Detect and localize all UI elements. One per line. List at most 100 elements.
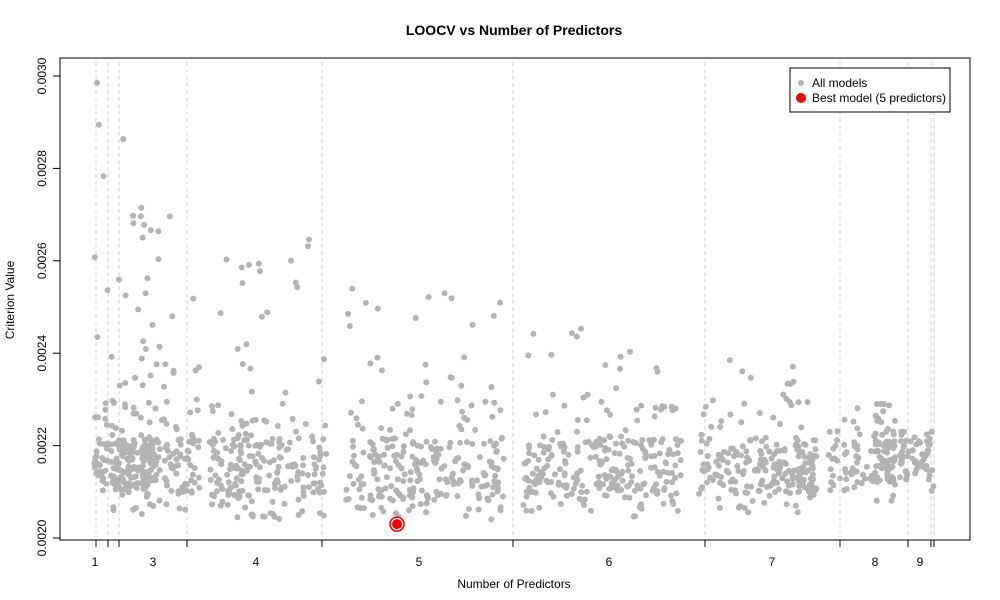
model-point bbox=[237, 443, 244, 450]
model-point bbox=[146, 434, 153, 441]
model-point bbox=[215, 476, 222, 483]
model-point bbox=[394, 400, 401, 407]
model-point bbox=[146, 419, 153, 426]
model-point bbox=[358, 481, 365, 488]
model-point bbox=[494, 488, 501, 495]
legend: All models Best model (5 predictors) bbox=[789, 67, 951, 113]
model-point bbox=[238, 471, 245, 478]
model-point bbox=[726, 357, 733, 364]
model-point bbox=[834, 457, 841, 464]
model-point bbox=[292, 463, 299, 469]
model-point bbox=[190, 295, 197, 302]
model-point bbox=[523, 474, 530, 481]
model-point bbox=[356, 486, 363, 493]
model-point bbox=[592, 453, 599, 460]
model-point bbox=[854, 405, 861, 412]
model-point bbox=[762, 467, 769, 474]
model-point bbox=[539, 471, 546, 477]
model-point bbox=[873, 497, 880, 504]
model-point bbox=[248, 511, 255, 518]
model-point bbox=[409, 503, 416, 509]
model-point bbox=[120, 437, 127, 444]
model-point bbox=[614, 482, 621, 489]
model-point bbox=[549, 391, 556, 398]
model-point bbox=[286, 439, 293, 446]
model-point bbox=[545, 456, 552, 463]
model-point bbox=[529, 470, 536, 477]
model-point bbox=[173, 456, 180, 463]
model-point bbox=[530, 330, 537, 337]
model-point bbox=[282, 389, 289, 396]
model-point bbox=[153, 471, 160, 478]
model-point bbox=[302, 421, 309, 427]
model-point bbox=[220, 436, 227, 443]
model-point bbox=[898, 431, 905, 438]
model-point bbox=[239, 361, 246, 368]
model-point bbox=[354, 421, 361, 428]
model-point bbox=[498, 435, 505, 442]
model-point bbox=[568, 491, 575, 497]
model-point bbox=[704, 466, 711, 473]
model-point bbox=[660, 468, 667, 475]
model-point bbox=[925, 448, 932, 455]
model-point bbox=[116, 276, 122, 283]
model-point bbox=[523, 488, 530, 495]
model-point bbox=[639, 437, 646, 444]
model-point bbox=[91, 254, 98, 261]
model-point bbox=[450, 478, 457, 485]
model-point bbox=[492, 473, 499, 479]
model-point bbox=[747, 437, 754, 444]
model-point bbox=[604, 407, 610, 414]
model-point bbox=[119, 491, 126, 498]
model-point bbox=[135, 306, 142, 313]
model-point bbox=[717, 423, 724, 430]
model-point bbox=[125, 471, 132, 478]
model-point bbox=[775, 470, 782, 477]
model-point bbox=[422, 361, 429, 368]
y-tick-label: 0.0030 bbox=[35, 57, 49, 94]
model-point bbox=[383, 474, 390, 481]
model-point bbox=[916, 438, 923, 445]
model-point bbox=[632, 513, 639, 520]
model-point bbox=[224, 501, 231, 508]
model-point bbox=[358, 494, 365, 501]
model-point bbox=[536, 504, 543, 511]
model-point bbox=[543, 477, 550, 484]
model-point bbox=[214, 488, 220, 495]
model-point bbox=[242, 430, 249, 437]
model-point bbox=[196, 364, 202, 371]
model-point bbox=[454, 493, 461, 500]
model-point bbox=[902, 468, 909, 475]
model-point bbox=[880, 408, 887, 415]
model-point bbox=[648, 464, 654, 471]
model-point bbox=[155, 228, 162, 235]
model-point bbox=[300, 493, 307, 499]
model-point bbox=[583, 488, 590, 495]
model-point bbox=[561, 470, 568, 477]
model-point bbox=[412, 315, 419, 321]
model-point bbox=[209, 501, 216, 508]
model-point bbox=[246, 261, 252, 268]
model-point bbox=[299, 508, 306, 515]
model-point bbox=[608, 480, 615, 487]
model-point bbox=[110, 475, 117, 481]
model-point bbox=[674, 442, 681, 448]
model-point bbox=[369, 497, 376, 504]
model-point bbox=[209, 408, 216, 414]
model-point bbox=[369, 441, 376, 448]
model-point bbox=[176, 505, 183, 512]
model-point bbox=[542, 409, 549, 416]
model-point bbox=[472, 427, 479, 433]
model-point bbox=[535, 456, 542, 463]
model-point bbox=[568, 330, 575, 337]
model-point bbox=[239, 422, 246, 429]
model-point bbox=[231, 443, 238, 450]
model-point bbox=[350, 452, 357, 459]
model-point bbox=[100, 475, 107, 482]
model-point bbox=[236, 455, 243, 462]
model-point bbox=[540, 449, 547, 456]
model-point bbox=[868, 472, 875, 479]
model-point bbox=[851, 484, 858, 491]
model-point bbox=[248, 498, 255, 505]
model-point bbox=[878, 401, 884, 407]
